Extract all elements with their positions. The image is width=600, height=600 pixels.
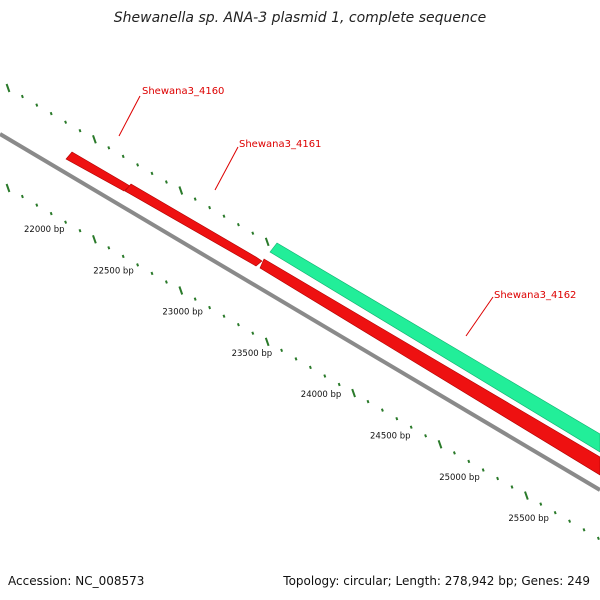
scale-labels: 22000 bp 22500 bp 23000 bp 23500 bp 24000 bp…: [24, 225, 549, 524]
minor-tick: [222, 314, 226, 318]
minor-tick: [136, 163, 140, 167]
minor-tick: [251, 231, 255, 235]
minor-tick: [467, 459, 471, 464]
gene-label-4162: Shewana3_4162: [465, 290, 576, 337]
major-tick: [92, 134, 97, 144]
gene-shewana3-4161[interactable]: [124, 183, 263, 267]
major-tick: [5, 183, 11, 193]
scale-label: 23000 bp: [162, 308, 203, 318]
minor-tick: [222, 214, 226, 218]
minor-tick: [294, 357, 298, 361]
minor-tick: [150, 171, 154, 176]
minor-tick: [481, 468, 485, 472]
major-tick: [264, 237, 270, 247]
minor-tick: [380, 408, 384, 412]
minor-tick: [20, 194, 24, 199]
minor-tick: [337, 382, 341, 387]
scale-label: 22000 bp: [24, 225, 65, 235]
minor-tick: [193, 297, 197, 301]
minor-tick: [236, 322, 240, 327]
minor-tick: [596, 536, 600, 541]
gene-label-text: Shewana3_4162: [494, 290, 576, 301]
minor-tick: [308, 365, 312, 370]
minor-tick: [35, 203, 39, 207]
gene-label-4160: Shewana3_4160: [118, 86, 224, 137]
scale-label: 22500 bp: [93, 266, 134, 276]
scale-label: 25000 bp: [439, 473, 480, 483]
minor-tick: [452, 451, 456, 455]
major-tick: [351, 388, 356, 398]
minor-tick: [208, 205, 212, 210]
sequence-summary: Topology: circular; Length: 278,942 bp; …: [283, 574, 590, 588]
minor-tick: [136, 263, 140, 267]
minor-tick: [107, 146, 111, 150]
forward-strand-gene[interactable]: [269, 242, 600, 453]
minor-tick: [496, 476, 500, 481]
minor-tick: [35, 103, 39, 107]
accession-text: Accession: NC_008573: [8, 574, 145, 588]
scale-label: 24500 bp: [370, 432, 411, 442]
minor-tick: [280, 348, 284, 353]
major-tick: [5, 83, 11, 93]
major-tick: [264, 337, 270, 347]
minor-tick: [251, 331, 255, 335]
inner-tick-track: [5, 183, 600, 541]
minor-tick: [121, 154, 125, 159]
minor-tick: [49, 211, 53, 216]
minor-tick: [366, 399, 370, 404]
minor-tick: [323, 374, 327, 378]
minor-tick: [510, 485, 514, 489]
minor-tick: [49, 111, 53, 116]
map-title: Shewanella sp. ANA-3 plasmid 1, complete…: [113, 10, 487, 26]
gene-label-text: Shewana3_4161: [239, 139, 321, 150]
minor-tick: [193, 197, 197, 201]
minor-tick: [164, 180, 168, 184]
minor-tick: [78, 128, 82, 133]
scale-label: 24000 bp: [301, 390, 342, 400]
minor-tick: [568, 519, 572, 523]
major-tick: [92, 234, 97, 244]
scale-label: 23500 bp: [232, 349, 273, 359]
major-tick: [178, 286, 184, 295]
gene-shewana3-4162[interactable]: [259, 258, 600, 476]
minor-tick: [409, 425, 413, 429]
minor-tick: [164, 280, 168, 284]
sequence-backbone: [0, 132, 600, 492]
minor-tick: [395, 416, 399, 421]
minor-tick: [64, 120, 68, 124]
minor-tick: [424, 434, 428, 438]
major-tick: [524, 491, 529, 500]
reverse-strand-genes: [65, 151, 600, 476]
minor-tick: [20, 94, 24, 99]
minor-tick: [553, 510, 557, 515]
minor-tick: [121, 254, 125, 259]
minor-tick: [78, 228, 82, 233]
major-tick: [437, 439, 443, 449]
minor-tick: [582, 528, 586, 532]
minor-tick: [236, 222, 240, 227]
minor-tick: [208, 305, 212, 310]
minor-tick: [64, 220, 68, 224]
gene-shewana3-4160[interactable]: [65, 151, 131, 192]
major-tick: [178, 186, 184, 195]
gene-label-text: Shewana3_4160: [142, 86, 224, 97]
minor-tick: [107, 246, 111, 250]
minor-tick: [150, 271, 154, 276]
gene-label-4161: Shewana3_4161: [214, 139, 321, 191]
scale-label: 25500 bp: [508, 514, 549, 524]
minor-tick: [539, 502, 543, 506]
